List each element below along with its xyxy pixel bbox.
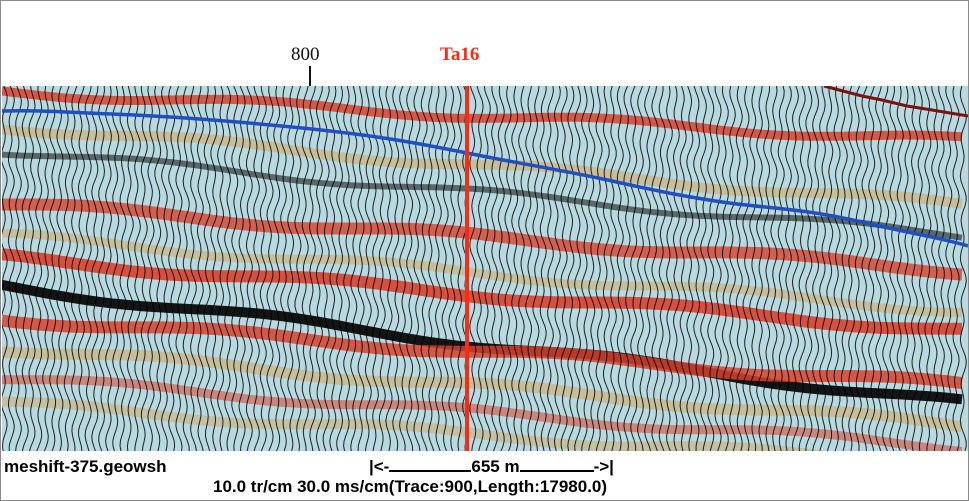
well-line-ta16 [465, 86, 469, 451]
amplitude-band [2, 198, 963, 281]
amplitude-band [2, 151, 963, 241]
amplitude-band [2, 314, 963, 390]
well-name-label: Ta16 [440, 44, 480, 65]
file-name: meshift-375.geowsh [4, 457, 167, 476]
scale-right-marker: ->| [593, 457, 614, 476]
amplitude-band [2, 86, 963, 142]
horizon-blue [2, 108, 968, 248]
amplitude-bands [2, 86, 963, 451]
seismic-wiggle-display [2, 86, 968, 451]
scale-value: 655 m [471, 457, 520, 476]
scale-line-left [389, 460, 472, 472]
display-parameters: 10.0 tr/cm 30.0 ms/cm(Trace:900,Length:1… [213, 477, 608, 496]
wiggle-trace-set [2, 86, 967, 451]
scale-bar: |<- 655 m ->| [369, 457, 614, 477]
trace-tick-mark [309, 66, 311, 88]
amplitude-band [2, 375, 963, 451]
scale-line-right [519, 460, 594, 472]
amplitude-band [2, 248, 963, 335]
seismic-section[interactable] [2, 86, 968, 451]
scale-left-marker: |<- [369, 457, 390, 476]
horizon-darkred [823, 86, 968, 118]
trace-number-label: 800 [291, 44, 320, 65]
wiggle-traces [2, 86, 967, 451]
